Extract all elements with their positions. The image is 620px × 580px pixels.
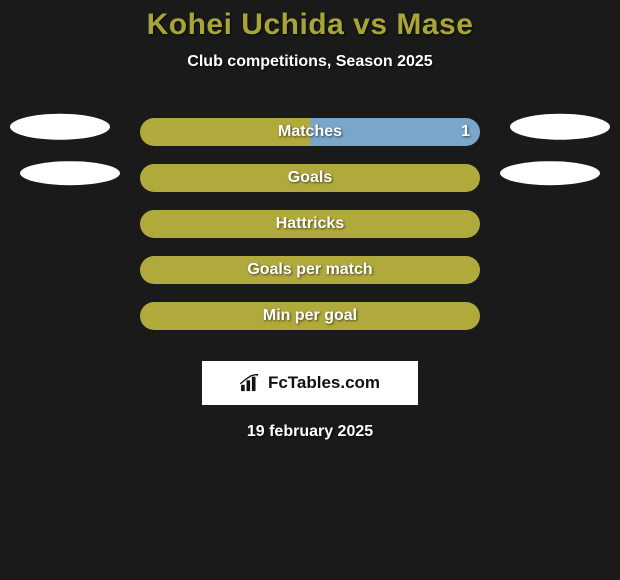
bar-value-left [140,256,160,284]
stat-rows: Matches 1 Goals Hattricks [0,109,620,339]
player-ellipse-left [10,114,110,140]
stat-row: Hattricks [0,201,620,247]
bar-segment-left [140,256,480,284]
comparison-infographic: Kohei Uchida vs Mase Club competitions, … [0,0,620,441]
bar-value-right [460,164,480,192]
bar-value-right: 1 [451,118,480,146]
bar-value-left [140,302,160,330]
bar-value-right [460,256,480,284]
bar-value-left [140,210,160,238]
bar-value-right [460,302,480,330]
page-title: Kohei Uchida vs Mase [0,8,620,41]
stat-row: Goals per match [0,247,620,293]
bar-segment-left [140,210,480,238]
stat-bar: Goals per match [140,256,480,284]
bar-segment-left [140,302,480,330]
bar-value-left [140,118,160,146]
bar-chart-icon [240,374,262,392]
player-ellipse-right [500,161,600,185]
stat-row: Matches 1 [0,109,620,155]
logo-box: FcTables.com [202,361,418,405]
stat-bar: Min per goal [140,302,480,330]
stat-row: Min per goal [0,293,620,339]
player-ellipse-right [510,114,610,140]
bar-segment-left [140,164,480,192]
subtitle: Club competitions, Season 2025 [0,53,620,71]
bar-segment-left [140,118,310,146]
logo-text: FcTables.com [268,373,380,393]
stat-bar: Matches 1 [140,118,480,146]
stat-bar: Hattricks [140,210,480,238]
bar-value-right [460,210,480,238]
date-text: 19 february 2025 [0,423,620,441]
stat-bar: Goals [140,164,480,192]
player-ellipse-left [20,161,120,185]
stat-row: Goals [0,155,620,201]
bar-value-left [140,164,160,192]
